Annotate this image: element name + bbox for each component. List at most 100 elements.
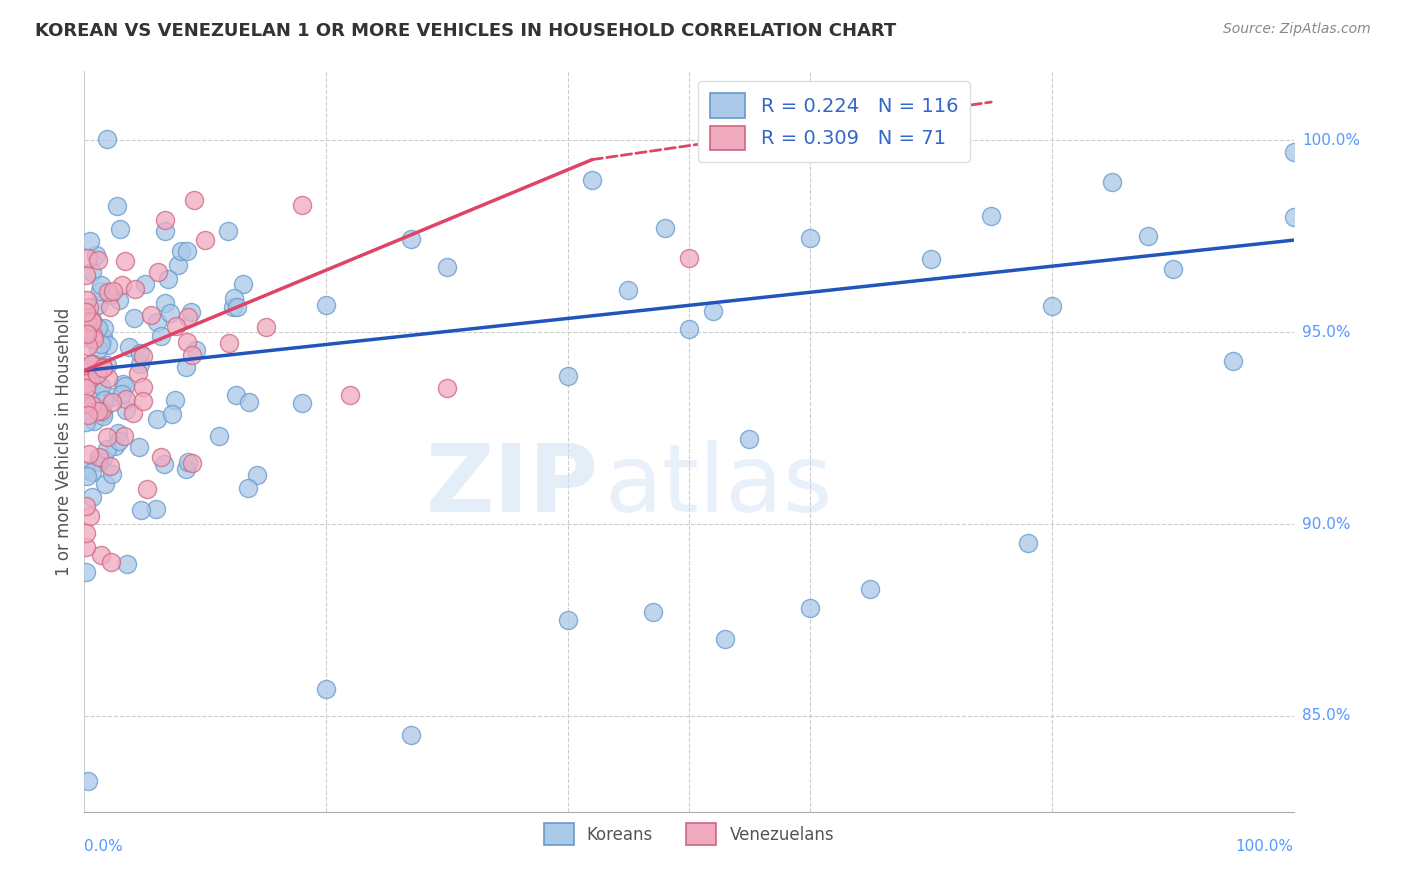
Text: atlas: atlas [605, 440, 832, 532]
Point [134, 277, 156, 291]
Point [111, 386, 134, 401]
Point [218, 335, 240, 350]
Point [93, 406, 115, 420]
Point [170, 244, 193, 259]
Point [77, 447, 100, 461]
Point [111, 278, 134, 293]
Point [75, 397, 97, 411]
Point [75, 325, 97, 339]
Point [217, 224, 239, 238]
Point [101, 285, 124, 299]
Point [76, 326, 98, 341]
Point [89, 450, 111, 464]
Point [436, 260, 458, 275]
Point [100, 394, 122, 409]
Point [1017, 536, 1039, 550]
Point [98, 288, 121, 302]
Point [83, 357, 105, 371]
Point [91, 360, 114, 375]
Point [101, 390, 124, 404]
Point [75, 566, 97, 580]
Point [75, 415, 97, 429]
Point [82, 466, 104, 480]
Point [75, 463, 97, 477]
Point [75, 304, 97, 318]
Point [93, 321, 115, 335]
Point [132, 349, 155, 363]
Point [91, 359, 114, 374]
Point [180, 305, 202, 319]
Point [153, 213, 176, 227]
Point [702, 304, 724, 318]
Point [82, 327, 104, 342]
Point [128, 357, 150, 371]
Point [83, 332, 105, 346]
Point [176, 335, 198, 350]
Text: 100.0%: 100.0% [1236, 839, 1294, 855]
Text: 85.0%: 85.0% [1302, 708, 1350, 723]
Text: 0.0%: 0.0% [84, 839, 124, 855]
Point [174, 360, 197, 375]
Point [75, 396, 97, 410]
Point [131, 503, 153, 517]
Point [859, 114, 882, 128]
Point [225, 301, 247, 315]
Point [149, 329, 172, 343]
Point [207, 429, 229, 443]
Point [128, 441, 150, 455]
Point [183, 193, 205, 207]
Point [108, 434, 131, 448]
Point [436, 381, 458, 395]
Point [114, 379, 136, 393]
Point [799, 231, 821, 245]
Point [80, 313, 103, 327]
Text: 95.0%: 95.0% [1302, 325, 1350, 340]
Point [557, 613, 579, 627]
Point [84, 248, 107, 262]
Point [222, 291, 245, 305]
Point [79, 234, 101, 248]
Point [291, 198, 314, 212]
Point [163, 392, 186, 407]
Point [115, 402, 138, 417]
Point [654, 220, 676, 235]
Point [1282, 211, 1305, 225]
Point [714, 632, 737, 646]
Point [75, 540, 97, 554]
Point [225, 388, 247, 402]
Point [145, 501, 167, 516]
Point [339, 388, 361, 402]
Point [799, 601, 821, 615]
Point [131, 380, 153, 394]
Point [678, 322, 700, 336]
Point [1222, 354, 1244, 368]
Point [100, 555, 122, 569]
Point [90, 378, 112, 392]
Point [86, 377, 108, 392]
Text: KOREAN VS VENEZUELAN 1 OR MORE VEHICLES IN HOUSEHOLD CORRELATION CHART: KOREAN VS VENEZUELAN 1 OR MORE VEHICLES … [35, 22, 897, 40]
Point [641, 605, 664, 619]
Point [87, 321, 110, 335]
Legend: Koreans, Venezuelans: Koreans, Venezuelans [537, 817, 841, 852]
Point [96, 430, 118, 444]
Point [738, 433, 761, 447]
Point [112, 429, 135, 443]
Point [181, 456, 204, 470]
Point [149, 450, 172, 465]
Point [79, 300, 101, 314]
Point [91, 409, 114, 424]
Point [155, 296, 177, 310]
Point [115, 557, 138, 571]
Point [77, 774, 100, 789]
Point [127, 366, 149, 380]
Point [107, 293, 129, 307]
Point [859, 582, 882, 597]
Point [177, 454, 200, 468]
Text: 90.0%: 90.0% [1302, 516, 1350, 532]
Point [557, 369, 579, 384]
Point [115, 392, 138, 406]
Point [124, 282, 146, 296]
Point [617, 283, 640, 297]
Point [136, 482, 159, 496]
Point [90, 404, 112, 418]
